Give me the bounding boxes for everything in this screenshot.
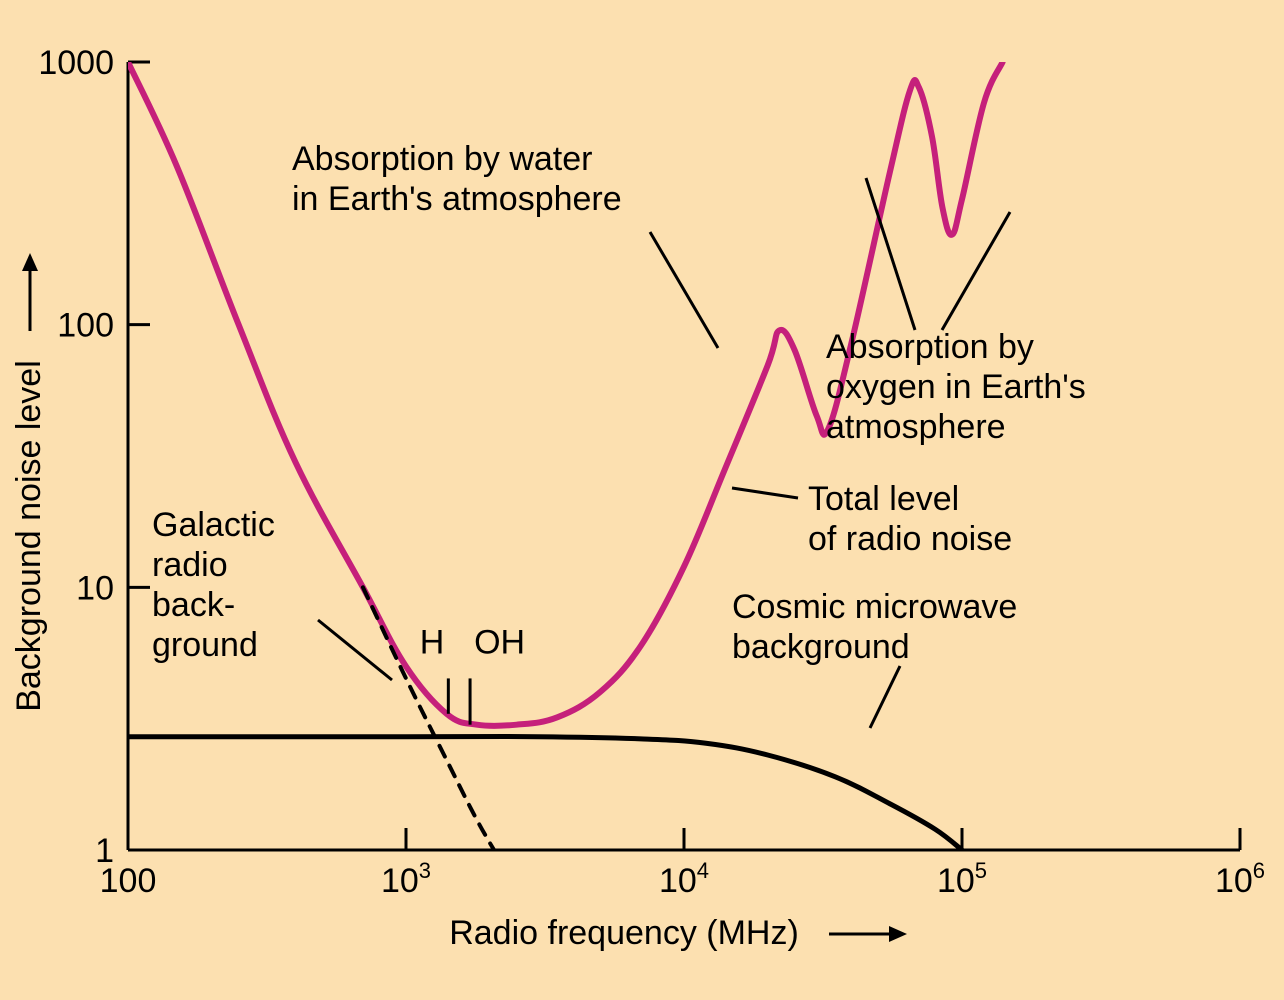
svg-text:Galactic: Galactic [152,506,275,544]
svg-text:in Earth's atmosphere: in Earth's atmosphere [292,180,622,218]
chart-container: 1001031041051061101001000Radio frequency… [0,0,1284,1000]
marker-label-h: H [420,623,445,661]
svg-text:Total level: Total level [808,480,959,518]
y-tick-label: 10 [76,569,114,607]
y-tick-label: 100 [57,307,114,345]
x-axis-title: Radio frequency (MHz) [449,914,799,952]
svg-text:ground: ground [152,626,258,664]
y-tick-label: 1 [95,832,114,870]
svg-text:background: background [732,628,910,666]
svg-text:Absorption by: Absorption by [826,328,1034,366]
svg-text:radio: radio [152,546,228,584]
svg-text:oxygen in Earth's: oxygen in Earth's [826,368,1086,406]
svg-text:Cosmic microwave: Cosmic microwave [732,588,1017,626]
marker-label-oh: OH [474,623,525,661]
svg-text:back-: back- [152,586,235,624]
svg-text:of radio noise: of radio noise [808,520,1012,558]
chart-svg: 1001031041051061101001000Radio frequency… [0,0,1284,1000]
svg-text:atmosphere: atmosphere [826,408,1006,446]
svg-text:Absorption by water: Absorption by water [292,140,593,178]
y-axis-title: Background noise level [10,360,48,712]
y-tick-label: 1000 [38,44,114,82]
